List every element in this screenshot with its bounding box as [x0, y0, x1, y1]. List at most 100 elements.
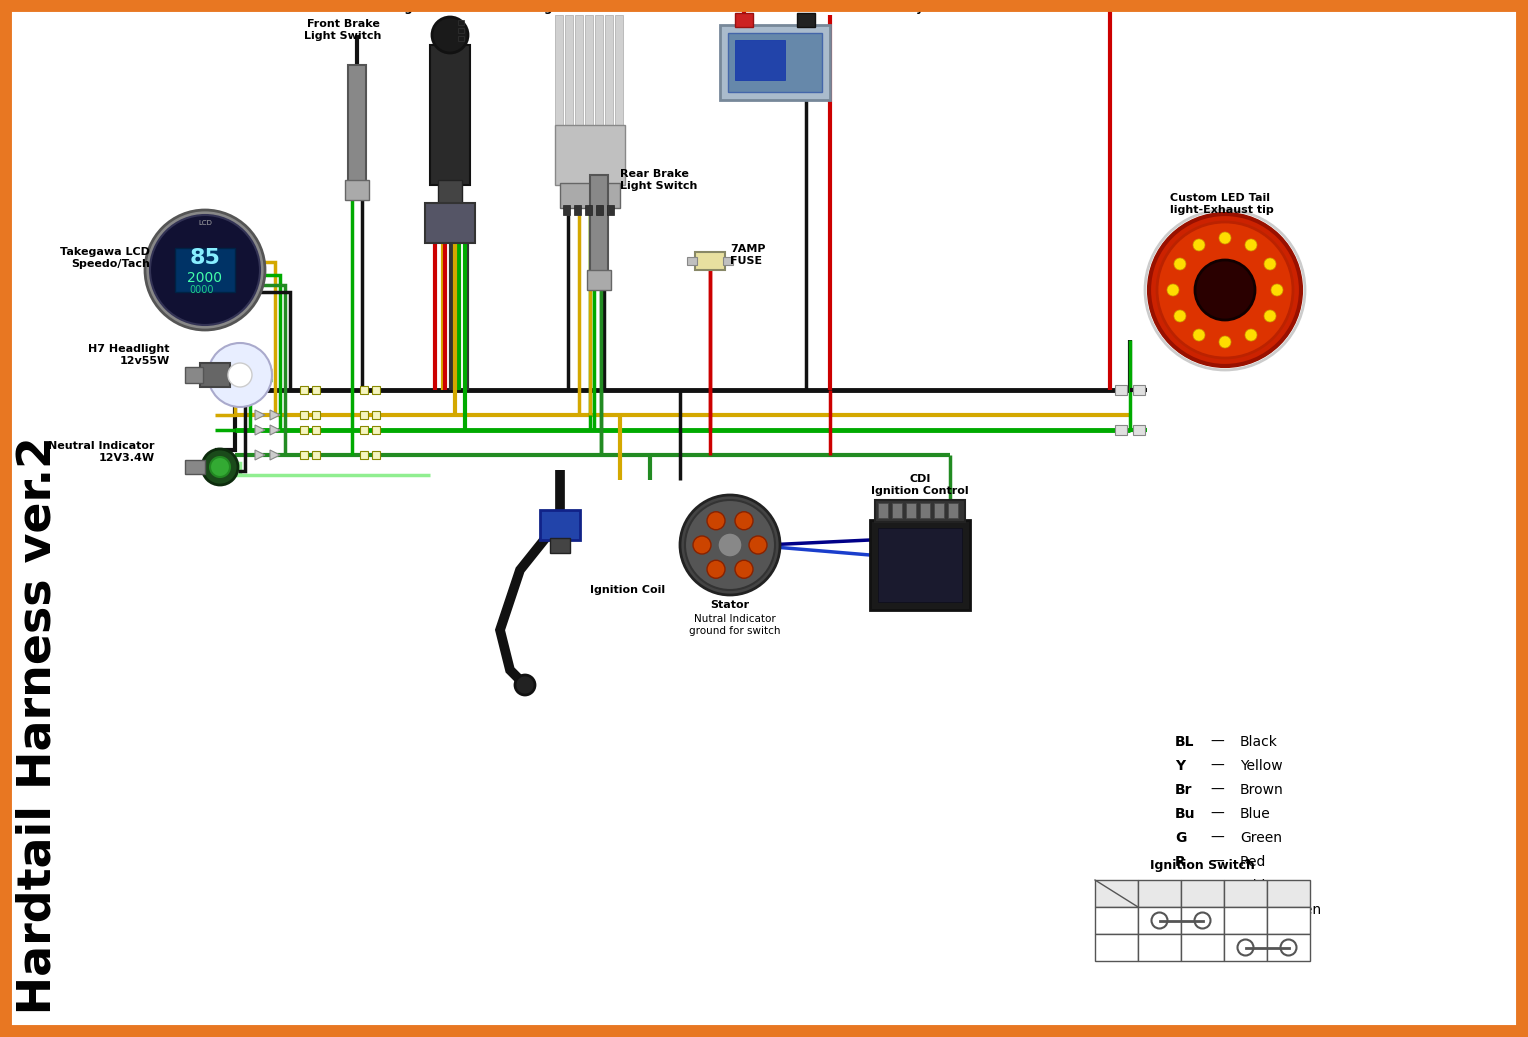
Text: —: — — [1210, 854, 1224, 869]
Bar — [429, 45, 471, 185]
Text: Black: Black — [1241, 735, 1277, 749]
Text: 0000: 0000 — [189, 285, 214, 295]
Circle shape — [1280, 940, 1296, 955]
Bar — [590, 175, 608, 275]
Text: Lg: Lg — [1175, 903, 1193, 917]
Text: 85: 85 — [189, 248, 220, 268]
Bar — [312, 426, 319, 435]
Text: Ignition Switch: Ignition Switch — [1151, 859, 1254, 871]
Text: R: R — [1175, 854, 1186, 869]
Circle shape — [1271, 284, 1284, 296]
Bar — [614, 15, 623, 125]
Bar — [1096, 880, 1138, 907]
Circle shape — [680, 495, 779, 595]
Text: OFF: OFF — [1105, 916, 1129, 925]
Bar — [575, 205, 581, 215]
Bar — [1138, 907, 1181, 934]
Text: —: — — [1210, 879, 1224, 893]
Text: BAT: BAT — [1233, 889, 1258, 898]
Bar — [458, 28, 465, 33]
Circle shape — [209, 457, 231, 477]
Bar — [345, 180, 368, 200]
Text: Front Brake
Light Switch: Front Brake Light Switch — [304, 20, 382, 40]
Text: Y: Y — [1175, 759, 1186, 773]
Bar — [596, 205, 604, 215]
Bar — [879, 528, 963, 602]
Text: —: — — [1210, 759, 1224, 773]
Bar — [720, 25, 830, 100]
Bar — [371, 411, 380, 419]
Circle shape — [1157, 222, 1293, 358]
Bar — [1096, 907, 1138, 934]
Circle shape — [1149, 214, 1300, 366]
Circle shape — [1174, 310, 1186, 323]
Bar — [1138, 934, 1181, 961]
Bar — [550, 538, 570, 553]
Bar — [798, 13, 814, 27]
Circle shape — [1195, 260, 1254, 320]
Text: Br: Br — [1175, 783, 1192, 797]
Bar — [1181, 934, 1224, 961]
Bar — [439, 180, 461, 211]
Bar — [458, 36, 465, 41]
Bar — [559, 183, 620, 208]
Bar — [361, 426, 368, 435]
Circle shape — [749, 536, 767, 554]
Text: Green: Green — [1241, 831, 1282, 845]
Text: —: — — [1210, 903, 1224, 917]
Bar — [695, 252, 724, 270]
Bar — [1267, 907, 1309, 934]
Circle shape — [1245, 329, 1258, 341]
Bar — [299, 451, 309, 459]
Circle shape — [1264, 258, 1276, 270]
Circle shape — [1219, 336, 1232, 348]
Bar — [575, 15, 584, 125]
Circle shape — [718, 533, 743, 557]
Bar — [1267, 934, 1309, 961]
Bar — [555, 15, 562, 125]
Bar — [1132, 425, 1144, 435]
Bar — [947, 503, 958, 518]
Text: ON: ON — [1108, 943, 1126, 953]
Bar — [185, 367, 203, 383]
Bar — [1224, 934, 1267, 961]
Circle shape — [208, 343, 272, 407]
Text: Yellow: Yellow — [1241, 759, 1282, 773]
Text: HOI: HOI — [1277, 889, 1300, 898]
Circle shape — [1193, 329, 1206, 341]
Text: Neutral Indicator
12V3.4W: Neutral Indicator 12V3.4W — [49, 441, 154, 463]
Text: Cf Hardtail Harness ver.2: Cf Hardtail Harness ver.2 — [15, 437, 61, 1037]
Bar — [1115, 385, 1128, 395]
Bar — [361, 411, 368, 419]
Bar — [869, 520, 970, 610]
Circle shape — [1152, 913, 1167, 928]
Polygon shape — [270, 410, 280, 420]
Text: Red: Red — [1241, 854, 1267, 869]
Circle shape — [515, 675, 535, 695]
Bar — [539, 510, 581, 540]
Bar — [1115, 425, 1128, 435]
Bar — [562, 205, 570, 215]
Bar — [934, 503, 944, 518]
Text: —: — — [1210, 831, 1224, 845]
Circle shape — [685, 500, 775, 590]
Bar — [735, 13, 753, 27]
Text: Bu: Bu — [1175, 807, 1195, 821]
Bar — [906, 503, 915, 518]
Text: IG: IG — [1154, 889, 1166, 898]
Bar — [361, 386, 368, 394]
Bar — [299, 411, 309, 419]
Text: 7AMP
FUSE: 7AMP FUSE — [730, 244, 766, 265]
Text: Takegawa LCD
Speedo/Tach: Takegawa LCD Speedo/Tach — [60, 247, 150, 269]
Text: Custom LED Tail
light-Exhaust tip: Custom LED Tail light-Exhaust tip — [1170, 193, 1274, 215]
Bar — [1224, 880, 1267, 907]
Bar — [1224, 907, 1267, 934]
Bar — [371, 386, 380, 394]
Text: —: — — [1210, 735, 1224, 749]
Bar — [1132, 385, 1144, 395]
Bar — [1181, 880, 1224, 907]
Circle shape — [1193, 239, 1206, 251]
Text: LCD: LCD — [199, 220, 212, 226]
Bar — [1096, 934, 1138, 961]
Bar — [299, 426, 309, 435]
